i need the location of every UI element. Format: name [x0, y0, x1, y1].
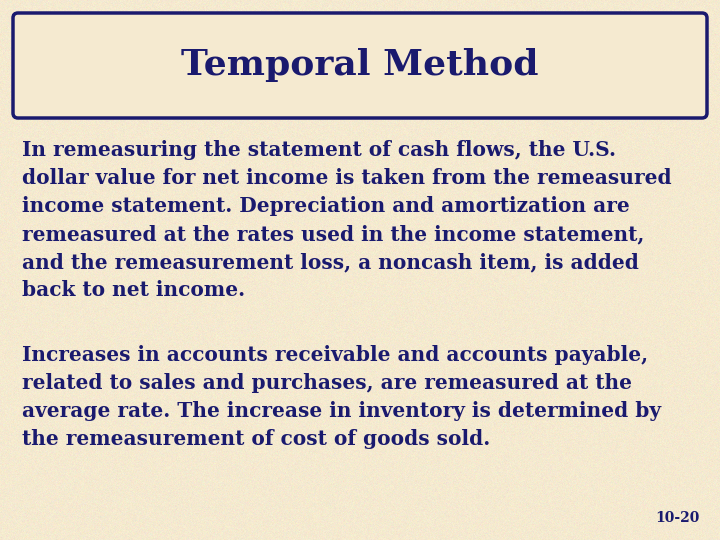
- Text: Temporal Method: Temporal Method: [181, 49, 539, 83]
- Text: In remeasuring the statement of cash flows, the U.S.
dollar value for net income: In remeasuring the statement of cash flo…: [22, 140, 672, 300]
- FancyBboxPatch shape: [13, 13, 707, 118]
- Text: 10-20: 10-20: [656, 511, 700, 525]
- Text: Increases in accounts receivable and accounts payable,
related to sales and purc: Increases in accounts receivable and acc…: [22, 345, 661, 449]
